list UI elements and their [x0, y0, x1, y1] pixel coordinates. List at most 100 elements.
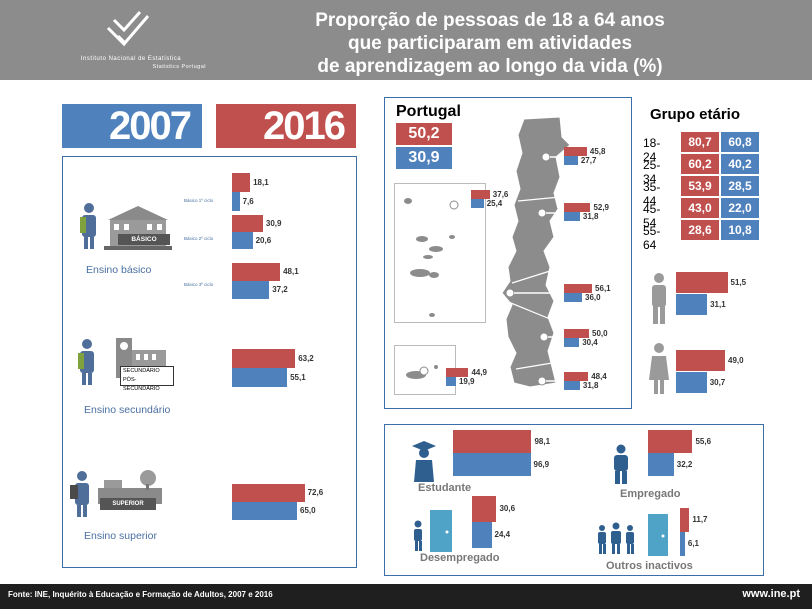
label-outros-inactivos: Outros inactivos	[606, 560, 693, 572]
norte-bar-2016	[564, 147, 587, 156]
algarve-bar-2016	[564, 372, 589, 381]
homens-bar-2016	[676, 272, 728, 293]
empregado-value-2016: 55,6	[695, 436, 712, 446]
lisboa-value-2016: 56,1	[595, 283, 611, 293]
age-label: 55-64	[643, 224, 661, 252]
age-group-title: Grupo etário	[650, 106, 741, 123]
outros-inactivos-bar-2007	[680, 532, 685, 556]
mulheres-value-2007: 30,7	[709, 377, 726, 387]
student-university-icon	[70, 470, 162, 517]
basico-2-value-2016: 30,9	[265, 218, 282, 228]
basico-3-value-2016: 48,1	[283, 267, 299, 276]
basico-3-value-2007: 37,2	[272, 285, 288, 294]
superior-bar-2007	[232, 502, 297, 520]
legend-2016: 2016	[216, 104, 356, 148]
label-estudante: Estudante	[418, 482, 472, 494]
age-value-2016: 53,9	[681, 176, 719, 196]
centro-value-2016: 52,9	[593, 202, 610, 212]
portugal-total-2016: 50,2	[396, 123, 452, 145]
sign-secondary: SECUNDÁRIO PÓS-SECUNDÁRIO	[120, 366, 174, 392]
man-icon	[652, 273, 666, 324]
azores-inset	[394, 183, 486, 323]
basico-2-bar-2016	[232, 215, 263, 232]
outros-inactivos-value-2016: 11,7	[692, 515, 708, 524]
acores-value-2007: 25,4	[486, 198, 503, 208]
acores-bar-2016	[471, 190, 490, 199]
estudante-value-2016: 98,1	[534, 436, 551, 446]
norte-value-2016: 45,8	[589, 146, 606, 156]
label-desempregado: Desempregado	[420, 552, 500, 564]
desempregado-bar-2016	[472, 496, 497, 522]
acores-value-2016: 37,6	[492, 189, 509, 199]
homens-value-2007: 31,1	[710, 299, 726, 309]
age-label: 35-44	[643, 180, 661, 208]
estudante-bar-2007	[453, 453, 531, 476]
inactive-people-icon	[598, 514, 668, 556]
age-value-2007: 10,8	[721, 220, 759, 240]
centro-bar-2007	[564, 212, 580, 221]
label-basico-1: Básico 1º ciclo	[184, 198, 214, 203]
estudante-value-2007: 96,9	[533, 459, 550, 469]
age-value-2007: 22,0	[721, 198, 759, 218]
employment-panel	[384, 424, 764, 576]
footer-website[interactable]: www.ine.pt	[742, 588, 800, 600]
label-ensino-basico: Ensino básico	[86, 264, 152, 276]
education-panel	[62, 156, 357, 568]
alentejo-value-2007: 30,4	[582, 337, 598, 347]
basico-2-bar-2007	[232, 232, 253, 249]
age-label: 25-34	[643, 158, 661, 186]
label-basico-3: Básico 3º ciclo	[184, 282, 214, 287]
alentejo-bar-2016	[564, 329, 589, 338]
estudante-bar-2016	[453, 430, 532, 453]
age-value-2016: 28,6	[681, 220, 719, 240]
footer-bar	[0, 584, 812, 609]
footer-source: Fonte: INE, Inquérito à Educação e Forma…	[8, 590, 273, 599]
portugal-map	[404, 116, 571, 388]
woman-icon	[649, 343, 669, 394]
desempregado-value-2016: 30,6	[499, 504, 516, 513]
lisboa-bar-2016	[564, 284, 593, 293]
secundario-value-2007: 55,1	[290, 372, 306, 382]
desempregado-value-2007: 24,4	[494, 530, 511, 539]
unemployed-door-icon	[414, 510, 452, 552]
age-value-2016: 60,2	[681, 154, 719, 174]
portugal-total-2007: 30,9	[396, 147, 452, 169]
centro-value-2007: 31,8	[582, 211, 599, 221]
centro-bar-2016	[564, 203, 591, 212]
basico-3-bar-2016	[232, 263, 281, 281]
madeira-value-2016: 44,9	[471, 367, 488, 377]
label-ensino-secundario: Ensino secundário	[84, 404, 171, 416]
alentejo-bar-2007	[564, 338, 580, 347]
page-title-line-2: que participaram em atividades	[347, 33, 633, 54]
basico-2-value-2007: 20,6	[255, 235, 272, 245]
label-ensino-superior: Ensino superior	[84, 530, 157, 542]
mulheres-value-2016: 49,0	[728, 355, 744, 365]
empregado-bar-2016	[648, 430, 693, 453]
sign-tertiary: SUPERIOR	[100, 498, 156, 510]
acores-bar-2007	[471, 199, 484, 208]
algarve-value-2007: 31,8	[582, 380, 599, 390]
basico-1-value-2007: 7,6	[242, 196, 254, 206]
secundario-value-2016: 63,2	[298, 353, 314, 363]
label-basico-2: Básico 2º ciclo	[184, 236, 214, 241]
lisboa-value-2007: 36,0	[585, 292, 601, 302]
norte-bar-2007	[564, 156, 578, 165]
empregado-value-2007: 32,2	[676, 459, 693, 469]
regions-panel	[384, 97, 632, 409]
institute-name: Instituto Nacional de Estatística	[80, 56, 182, 62]
student-school-icon	[80, 203, 172, 250]
worker-icon	[614, 444, 628, 484]
page-title-line-1: Proporção de pessoas de 18 a 64 anos	[315, 10, 665, 31]
secundario-bar-2016	[232, 349, 296, 368]
madeira-value-2007: 19,9	[458, 376, 475, 386]
age-label: 18-24	[643, 136, 661, 164]
graduate-icon	[412, 441, 436, 482]
age-value-2007: 40,2	[721, 154, 759, 174]
basico-3-bar-2007	[232, 281, 270, 299]
portugal-title: Portugal	[396, 103, 461, 120]
header-banner	[0, 0, 812, 80]
sign-basic: BÁSICO	[118, 234, 170, 245]
mulheres-bar-2016	[676, 350, 725, 371]
empregado-bar-2007	[648, 453, 674, 476]
desempregado-bar-2007	[472, 522, 492, 548]
